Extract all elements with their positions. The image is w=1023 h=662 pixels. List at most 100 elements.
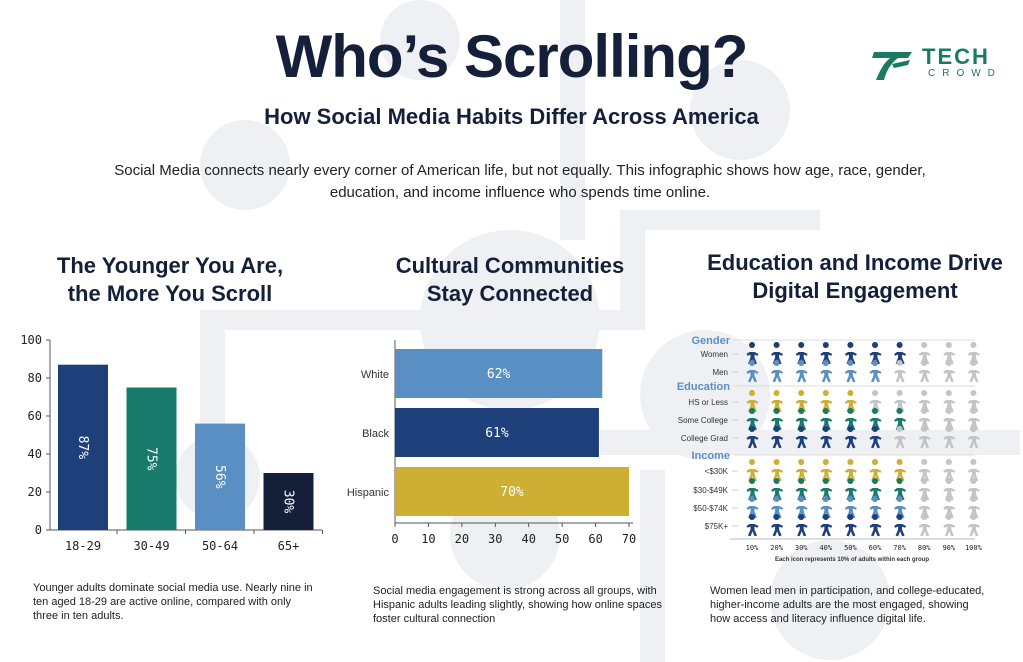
x-tick-label: 0 <box>391 532 398 546</box>
person-icon <box>918 426 931 449</box>
race-caption: Social media engagement is strong across… <box>373 585 663 625</box>
row-label: Men <box>712 368 728 377</box>
bar-Black <box>395 408 599 457</box>
bar-Hispanic <box>395 467 629 516</box>
person-icon <box>746 514 759 537</box>
person-icon <box>894 514 907 537</box>
y-tick-label: 80 <box>28 371 42 385</box>
person-icon <box>943 514 956 537</box>
person-icon <box>844 496 857 519</box>
row-label: Some College <box>678 416 729 425</box>
person-icon <box>844 390 857 413</box>
person-icon <box>844 360 857 383</box>
x-tick-label: 60% <box>869 544 882 552</box>
person-icon <box>771 360 784 383</box>
page-title: Who’s Scrolling? <box>275 23 749 90</box>
person-icon <box>869 360 882 383</box>
person-icon <box>746 426 759 449</box>
person-icon <box>894 342 907 365</box>
bg-circle <box>200 120 290 210</box>
category-label: Hispanic <box>347 487 390 499</box>
x-tick-label: 70 <box>622 532 636 546</box>
bar-data-label: 61% <box>485 426 509 441</box>
person-icon <box>820 478 833 501</box>
person-icon <box>869 478 882 501</box>
category-label: Black <box>362 428 389 440</box>
bg-line <box>620 210 820 230</box>
person-icon <box>746 342 759 365</box>
person-icon <box>771 426 784 449</box>
bg-line <box>620 210 645 330</box>
person-icon <box>746 390 759 413</box>
logo-word-tech: TECH <box>922 44 990 69</box>
person-icon <box>967 426 980 449</box>
person-icon <box>795 360 808 383</box>
category-label: White <box>361 369 389 381</box>
x-tick-label: 70% <box>893 544 906 552</box>
edu-caption: Women lead men in participation, and col… <box>710 585 985 625</box>
person-icon <box>943 390 956 413</box>
person-icon <box>943 342 956 365</box>
person-icon <box>918 408 931 431</box>
person-icon <box>820 426 833 449</box>
row-label: $50-$74K <box>693 504 728 513</box>
person-icon <box>795 496 808 519</box>
person-icon <box>820 342 833 365</box>
edu-section-title: Education and Income Drive Digital Engag… <box>707 250 1003 303</box>
person-icon <box>943 459 956 482</box>
person-icon <box>820 390 833 413</box>
person-icon <box>967 408 980 431</box>
unit-note: Each icon represents 10% of adults withi… <box>775 557 929 563</box>
logo-mark-icon <box>872 52 912 80</box>
person-icon <box>844 514 857 537</box>
person-icon <box>820 360 833 383</box>
person-icon <box>967 342 980 365</box>
person-icon <box>771 459 784 482</box>
x-tick-label: 30% <box>795 544 808 552</box>
person-icon <box>771 408 784 431</box>
bg-line <box>200 310 620 330</box>
logo: TECH CROWD <box>872 44 1002 84</box>
person-icon <box>771 342 784 365</box>
person-icon <box>869 426 882 449</box>
person-icon <box>894 459 907 482</box>
person-icon <box>869 342 882 365</box>
person-icon <box>795 459 808 482</box>
row-label: <$30K <box>705 467 729 476</box>
bar-data-label: 62% <box>487 367 511 382</box>
x-tick-label: 18-29 <box>65 539 101 553</box>
person-icon <box>894 360 907 383</box>
person-icon <box>943 426 956 449</box>
person-icon <box>967 459 980 482</box>
x-tick-label: 20 <box>455 532 469 546</box>
x-tick-label: 80% <box>918 544 931 552</box>
person-icon <box>943 496 956 519</box>
bg-line <box>560 0 585 240</box>
pictogram-chart: Gender Women Men Education HS or Less Some Co… <box>677 335 983 563</box>
person-icon <box>869 496 882 519</box>
person-icon <box>894 408 907 431</box>
bar-30-49 <box>126 387 177 530</box>
row-label: $30-$49K <box>693 486 728 495</box>
x-tick-label: 40 <box>521 532 535 546</box>
bar-data-label: 30% <box>281 490 296 514</box>
person-icon <box>746 496 759 519</box>
x-tick-label: 30-49 <box>133 539 169 553</box>
person-icon <box>918 459 931 482</box>
person-icon <box>943 478 956 501</box>
person-icon <box>918 478 931 501</box>
bar-50-64 <box>195 423 245 530</box>
person-icon <box>771 390 784 413</box>
person-icon <box>967 514 980 537</box>
person-icon <box>918 342 931 365</box>
person-icon <box>869 408 882 431</box>
bar-18-29 <box>58 364 108 530</box>
person-icon <box>795 426 808 449</box>
group-header: Education <box>677 381 730 393</box>
x-tick-label: 10% <box>746 544 759 552</box>
person-icon <box>795 408 808 431</box>
bg-line <box>640 470 665 662</box>
group-header: Gender <box>691 335 730 347</box>
x-tick-label: 60 <box>588 532 602 546</box>
intro-text: Social Media connects nearly every corne… <box>114 162 926 201</box>
